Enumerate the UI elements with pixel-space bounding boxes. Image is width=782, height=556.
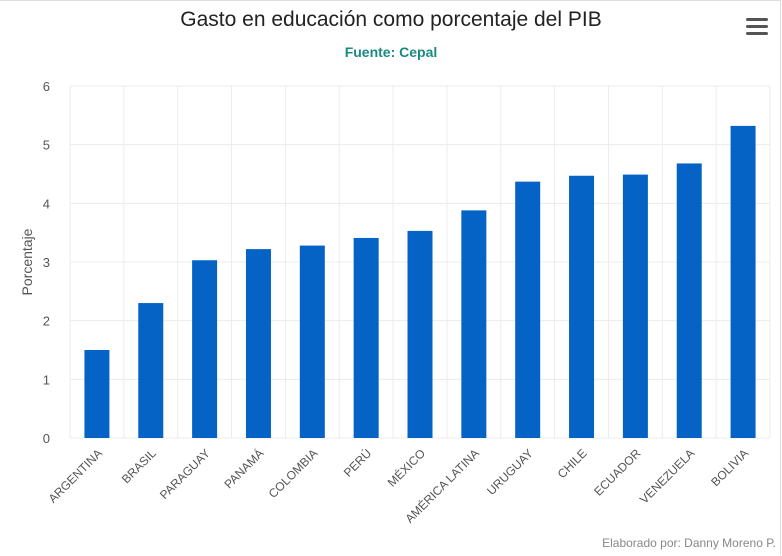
menu-line (746, 18, 768, 21)
bar[interactable] (407, 230, 433, 438)
bar[interactable] (192, 260, 218, 438)
x-category-label: VENEZUELA (637, 446, 697, 506)
bar[interactable] (84, 350, 110, 438)
credits-text[interactable]: Elaborado por: Danny Moreno P. (602, 536, 776, 550)
bar[interactable] (622, 174, 648, 438)
x-category-label: URUGUAY (484, 446, 536, 498)
y-tick-label: 6 (43, 79, 50, 94)
y-tick-label: 2 (43, 314, 50, 329)
bar[interactable] (245, 249, 271, 438)
bar[interactable] (299, 245, 325, 438)
y-tick-label: 1 (43, 372, 50, 387)
y-tick-label: 3 (43, 255, 50, 270)
y-tick-label: 0 (43, 431, 50, 446)
chart-title: Gasto en educación como porcentaje del P… (180, 8, 602, 31)
x-category-label: BOLIVIA (708, 446, 751, 489)
bar[interactable] (569, 175, 595, 438)
y-tick-label: 5 (43, 138, 50, 153)
bar[interactable] (730, 125, 756, 438)
grid-layer (69, 85, 771, 439)
menu-line (746, 32, 768, 35)
bar[interactable] (676, 163, 702, 438)
x-category-label: BRASIL (119, 446, 159, 486)
bar[interactable] (461, 210, 487, 438)
y-tick-label: 4 (43, 196, 50, 211)
y-axis-title: Porcentaje (19, 228, 35, 295)
x-category-label: COLOMBIA (266, 446, 321, 501)
bar-layer (84, 125, 756, 439)
bar[interactable] (515, 181, 541, 439)
chart-subtitle: Fuente: Cepal (344, 44, 438, 60)
bar[interactable] (138, 303, 164, 438)
x-category-label: PERÚ (340, 446, 374, 480)
x-category-label: ARGENTINA (46, 446, 105, 505)
x-category-label: PANAMÁ (221, 446, 267, 492)
x-category-label: CHILE (555, 446, 590, 481)
x-category-label: PARAGUAY (157, 446, 213, 502)
x-category-label: ECUADOR (591, 446, 644, 499)
bar[interactable] (353, 237, 379, 438)
menu-line (746, 25, 768, 28)
hamburger-menu-icon[interactable] (746, 18, 768, 36)
x-category-label: MÉXICO (384, 446, 428, 490)
